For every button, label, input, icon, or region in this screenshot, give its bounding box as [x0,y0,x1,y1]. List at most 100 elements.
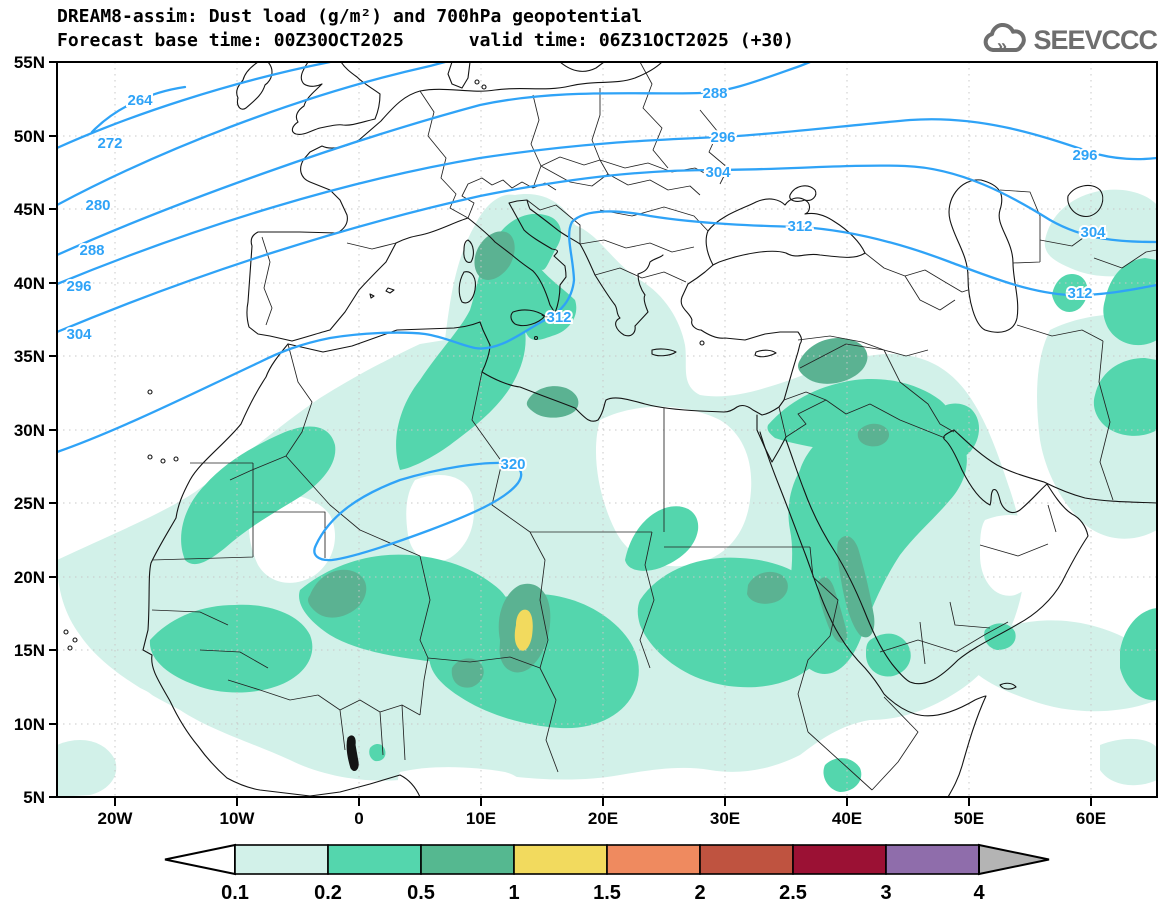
contour-296 [57,118,1157,286]
socotra [999,682,1017,690]
colorbar-right-arrow [978,843,1050,876]
canary-3 [173,456,179,462]
colorbar-segment-5 [699,844,794,875]
lat-tick-label-55N: 55N [14,53,45,72]
lat-tick-label-35N: 35N [14,347,45,366]
axes: 55N 50N 45N 40N 35N 30N 25N 20N 15N 10N 5N 20W 10W 0 1… [14,53,1106,828]
geopotential-label-280-2: 280 [85,197,110,214]
lon-tick-label-20E: 20E [588,809,618,828]
colorbar-label-1: 1 [508,882,519,904]
geopotential-label-312-13: 312 [546,309,571,326]
geopotential-label-304-5: 304 [66,326,92,343]
cyprus [754,349,777,358]
geopotential-label-296-10: 296 [1072,147,1097,164]
svg-text:»: » [997,36,1007,56]
geopotential-label-320-14: 320 [500,456,525,473]
geopotential-label-272-1: 272 [97,135,122,152]
geopotential-label-288-3: 288 [79,242,104,259]
baltic-island-2 [481,84,487,90]
contour-312 [57,210,1157,454]
colorbar-label-2: 2 [694,882,705,904]
lat-tick-label-20N: 20N [14,568,45,587]
colorbar-segment-2 [420,844,515,875]
sicily [510,309,546,327]
lon-tick-label-50E: 50E [954,809,984,828]
colorbar-left-arrow [164,843,236,876]
dust-load-shading-level4 [514,609,533,651]
lat-tick-label-10N: 10N [14,715,45,734]
lat-tick-label-50N: 50N [14,127,45,146]
lat-tick-label-40N: 40N [14,274,45,293]
contour-288 [57,62,812,257]
lat-tick-label-5N: 5N [23,788,45,807]
crete [651,348,677,357]
lon-tick-label-40E: 40E [832,809,862,828]
logo-text: SEEVCCC [1033,24,1158,55]
colorbar-segment-1 [327,844,422,875]
seevccc-logo: » SEEVCCC [983,22,1158,58]
colorbar-label-4: 4 [973,882,985,904]
contour-304 [57,164,1157,334]
lat-tick-label-45N: 45N [14,200,45,219]
colorbar-label-0.1: 0.1 [221,882,249,904]
cloud-logo-icon: » [984,22,1027,56]
contour-value-labels: 264 272 280 288 296 304 288 296 304 312 296 304 312 3… [64,83,1108,475]
colorbar-segment-4 [606,844,701,875]
geopotential-label-296-4: 296 [66,278,91,295]
contour-320 [313,461,523,562]
lon-tick-label-0: 0 [354,809,363,828]
dust-shading-clear-gaps [89,406,1047,797]
lon-tick-label-30E: 30E [710,809,740,828]
black-sea [705,197,866,266]
rhodes [699,340,705,346]
sweden-coast [559,62,605,72]
lake-volta [346,735,359,771]
great-britain-coast [291,62,381,135]
geopotential-label-312-12: 312 [1067,285,1092,302]
balearics [369,287,395,299]
baltic-island-1 [474,79,480,85]
malta [533,335,539,341]
geopotential-label-312-9: 312 [787,218,812,235]
canary-2 [160,458,166,464]
geopotential-label-296-7: 296 [710,129,735,146]
corsica [463,239,474,263]
colorbar-label-1.5: 1.5 [593,882,621,904]
contour-272 [57,62,332,150]
colorbar-segment-0 [234,844,329,875]
lon-tick-label-60E: 60E [1076,809,1106,828]
colorbar-label-0.5: 0.5 [407,882,435,904]
lat-tick-label-25N: 25N [14,494,45,513]
map-title: DREAM8-assim: Dust load (g/m²) and 700hP… [57,6,643,27]
cape-verde-2 [72,637,78,643]
madeira [147,389,153,395]
dust-load-colorbar: 0.1 0.2 0.5 1 1.5 2 2.5 3 4 [164,843,1050,904]
colorbar-label-2.5: 2.5 [779,882,807,904]
ireland-coast [236,62,273,110]
canary-1 [147,454,153,460]
contour-264 [90,85,187,134]
cape-verde-1 [63,629,69,635]
sardinia [458,271,476,304]
country-borders [151,62,1157,791]
lon-tick-label-20W: 20W [98,809,134,828]
geopotential-label-288-6: 288 [702,85,727,102]
lon-tick-label-10E: 10E [466,809,496,828]
geopotential-contours [57,62,1157,562]
forecast-time-subtitle: Forecast base time: 00Z30OCT2025 valid t… [57,30,794,51]
geopotential-label-264-0: 264 [127,92,153,109]
geopotential-label-304-8: 304 [705,164,731,181]
lon-tick-label-10W: 10W [220,809,256,828]
lat-tick-label-15N: 15N [14,641,45,660]
contour-280 [57,62,447,207]
aral-sea [1067,184,1104,218]
sea-of-azov [789,185,817,202]
islands-and-inland-seas [63,62,1104,771]
denmark-coast [447,62,471,89]
colorbar-segment-7 [885,844,980,875]
caspian-sea [948,179,1019,333]
colorbar-segment-6 [792,844,887,875]
lat-tick-label-30N: 30N [14,421,45,440]
